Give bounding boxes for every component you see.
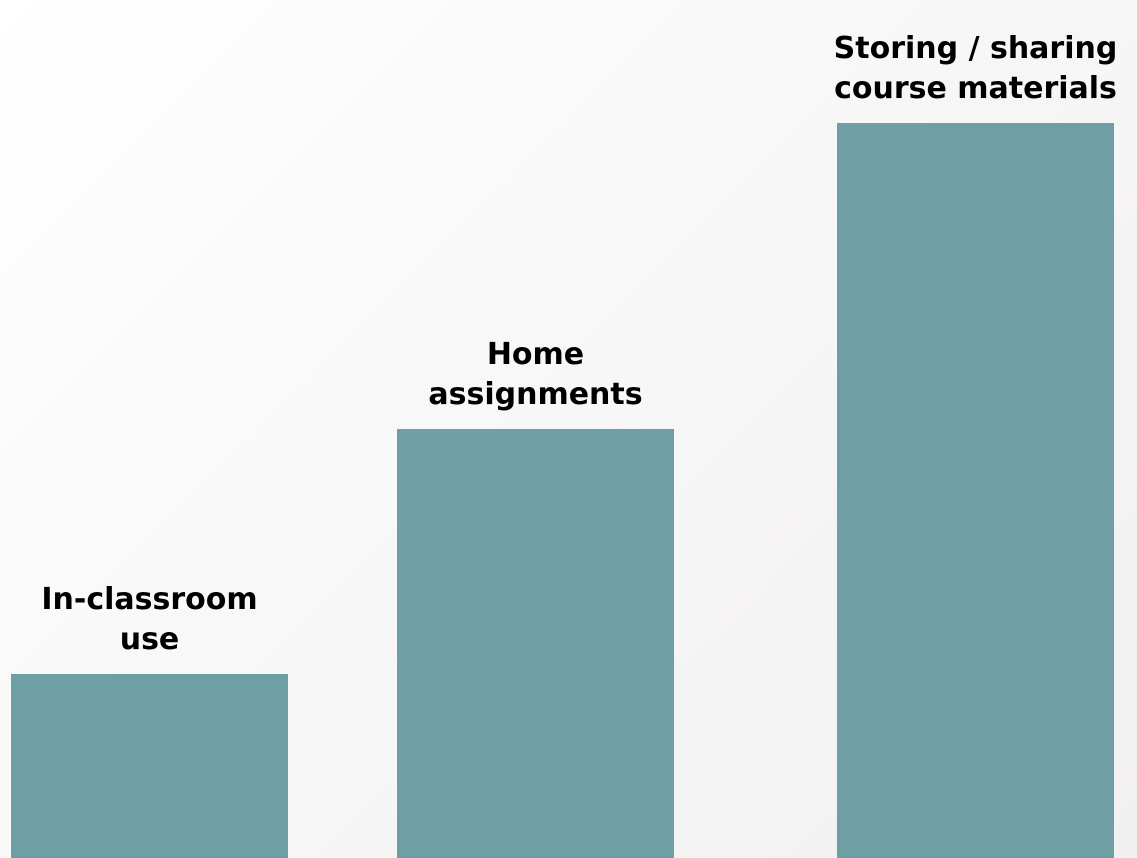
bar-label-0: In-classroom use — [41, 582, 258, 658]
bar-2 — [837, 122, 1114, 858]
bar-label-2: Storing / sharing course materials — [833, 30, 1118, 106]
bar-1 — [397, 429, 674, 858]
bar-0 — [11, 674, 288, 858]
bar-label-1: Home assignments — [428, 337, 643, 412]
